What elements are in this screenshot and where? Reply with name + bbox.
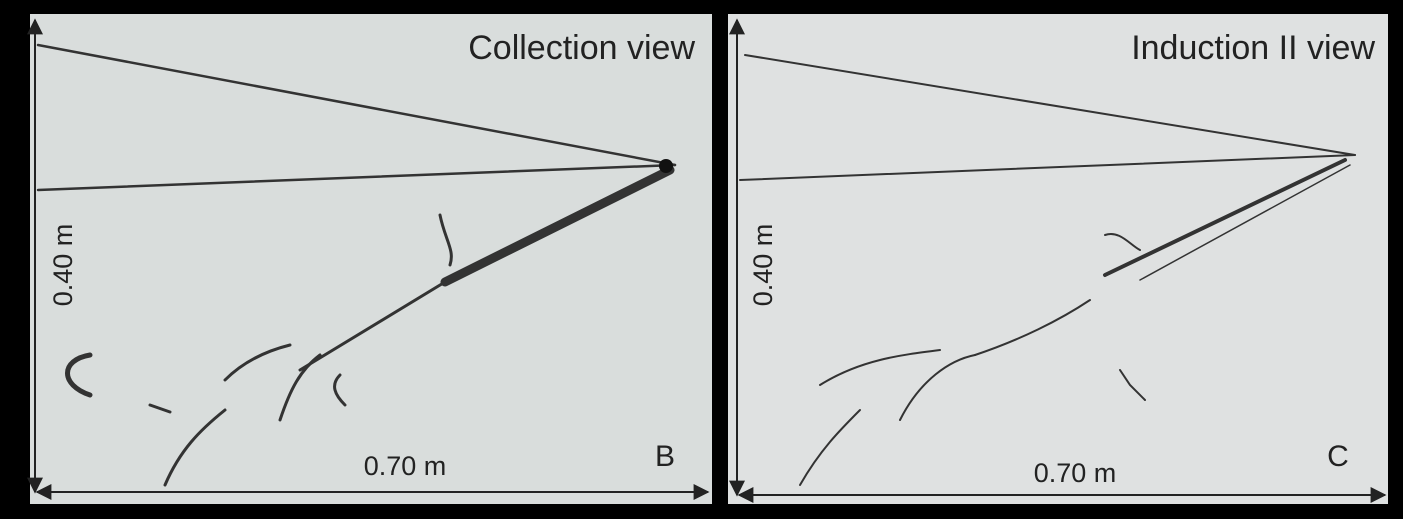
width-label: 0.70 m: [1034, 458, 1117, 488]
panel-collection: Collection view B 0.70 m 0.40 m: [27, 14, 712, 504]
panel-label: B: [655, 440, 675, 473]
panel-title: Induction II view: [1131, 29, 1375, 67]
width-label: 0.70 m: [364, 451, 447, 481]
panel-bg: [30, 14, 712, 504]
height-label: 0.40 m: [748, 224, 778, 307]
panel-induction: Induction II view C 0.70 m 0.40 m: [728, 14, 1388, 504]
tracks: [739, 54, 1356, 486]
panel-title: Collection view: [468, 29, 695, 67]
height-label: 0.40 m: [48, 224, 78, 307]
tracks: [36, 43, 677, 487]
panel-label: C: [1327, 440, 1349, 473]
panel-bg: [728, 14, 1388, 504]
